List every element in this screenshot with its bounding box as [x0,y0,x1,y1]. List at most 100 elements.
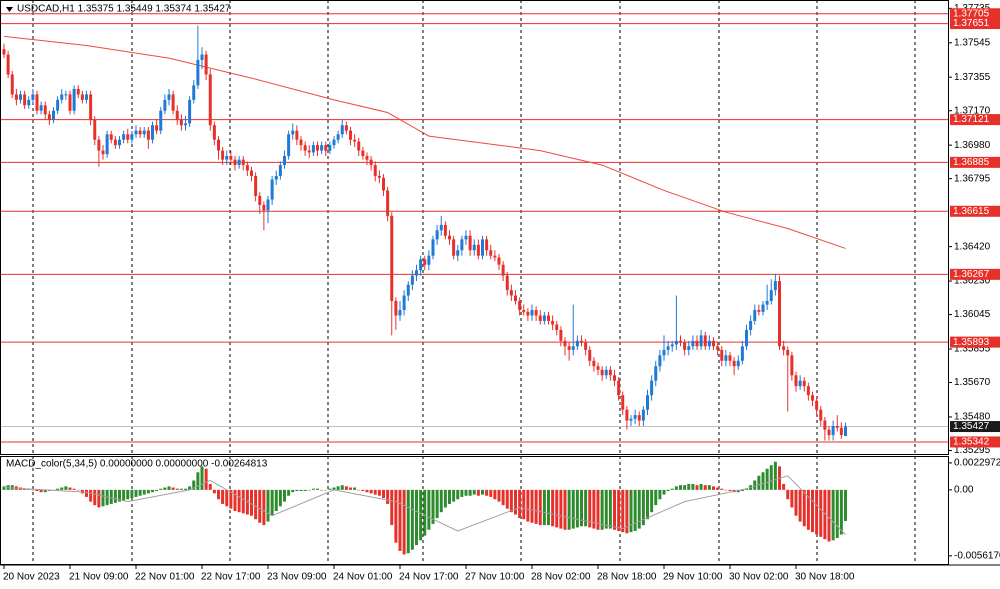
candle-body [60,94,64,100]
macd-bar [761,472,765,490]
candle-body [765,300,769,305]
macd-bar [344,486,348,490]
candle-body [93,119,97,140]
candle-body [740,346,744,361]
candle-body [89,94,93,120]
macd-bar [386,489,390,504]
candle-body [134,130,138,135]
candle-body [373,165,377,176]
macd-bar [736,489,740,493]
candle-body [641,409,645,421]
macd-bar [728,489,732,492]
candle-body [47,114,51,120]
macd-bar [419,489,423,541]
candle-body [666,346,670,350]
macd-bar [448,489,451,504]
candle-body [662,349,666,356]
candle-body [415,270,418,276]
macd-bar [212,489,216,494]
candle-body [621,395,625,410]
candle-body [2,49,6,55]
candle-body [398,310,402,316]
level-label: 1.36615 [953,206,990,217]
symbol-menu-arrow[interactable] [6,7,13,12]
macd-bar [35,489,39,492]
macd-bar [757,475,761,490]
candle-body [699,335,703,347]
macd-bar [670,488,674,490]
macd-bar [654,489,658,506]
candle-body [254,175,258,196]
macd-bar [740,489,744,492]
macd-bar [633,489,637,531]
candle-body [175,110,179,120]
candle-body [551,320,555,325]
macd-bar [798,489,802,522]
candle-body [695,340,699,347]
macd-bar [365,489,369,493]
candle-body [823,420,827,430]
macd-bar [142,489,146,495]
candle-body [307,150,311,153]
macd-bar [551,489,555,527]
macd-bar [815,489,819,535]
candle-body [802,380,806,387]
candle-body [588,349,592,361]
macd-bar [588,489,592,528]
macd-bar [514,489,517,515]
candle-body [625,409,629,421]
candle-body [716,346,720,350]
y-tick-label: 0.00 [954,485,974,496]
candle-body [402,295,406,311]
macd-bar [122,489,126,501]
candle-body [481,239,484,256]
macd-bar [476,489,480,496]
candle-body [311,145,315,153]
candle-body [262,204,266,211]
macd-bar [262,489,266,526]
macd-bar [175,488,179,490]
signal-line [3,475,846,535]
macd-bar [184,488,187,490]
candle-body [749,320,753,330]
y-tick-label: 0.0022972 [954,458,1000,469]
candle-body [349,130,352,140]
candle-body [151,125,154,140]
macd-bar [113,489,117,503]
macd-bar [167,486,171,490]
macd-bar [559,489,563,529]
macd-bar [291,489,295,493]
x-tick-label: 30 Nov 02:00 [729,572,789,583]
candle-body [530,310,534,316]
macd-bar [188,486,192,490]
level-label-box [950,268,1000,280]
macd-bar [617,489,621,531]
macd-bar [456,489,460,500]
level-label: 1.35893 [953,337,990,348]
candle-body [489,250,493,256]
candle-body [493,255,497,258]
level-label: 1.37651 [953,18,990,29]
macd-bar [641,489,645,526]
level-label-box [950,156,1000,168]
macd-bar [118,489,121,502]
macd-bar [278,489,282,507]
candle-body [728,355,732,361]
candle-body [31,94,35,100]
macd-bar [402,489,406,555]
macd-bar [526,489,530,522]
macd-bar [662,489,666,495]
macd-bar [497,489,501,502]
macd-bar [509,489,513,513]
macd-bar [637,489,641,529]
y-tick-label: 1.37355 [954,72,991,83]
candle-body [786,349,790,356]
candle-body [365,156,369,160]
macd-bar [460,489,464,497]
macd-bar [786,489,790,500]
candle-body [468,235,472,251]
candle-body [559,329,563,341]
candle-body [184,123,187,126]
macd-bar [538,489,542,526]
y-tick-label: 1.36230 [954,276,991,287]
